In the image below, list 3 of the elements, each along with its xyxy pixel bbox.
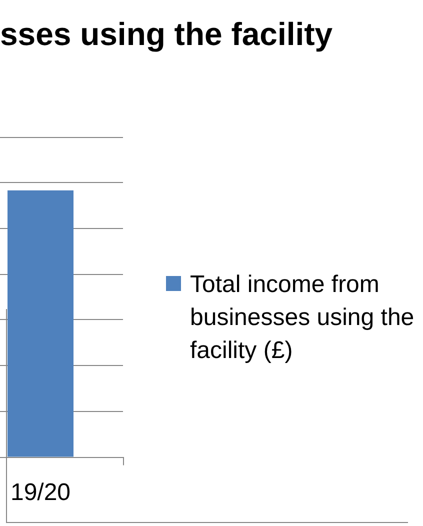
legend-label: Total income from businesses using the facility (£) (190, 270, 416, 366)
chart-title: sses using the facility (0, 15, 333, 53)
x-tick-label: 19/20 (10, 479, 71, 506)
